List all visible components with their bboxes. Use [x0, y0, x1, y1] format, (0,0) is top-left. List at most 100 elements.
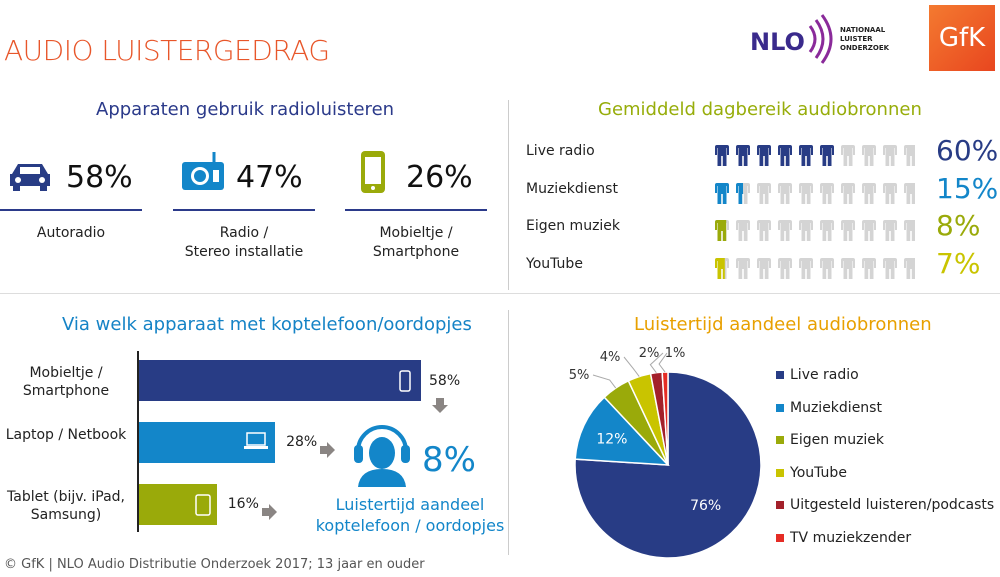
person-icon — [820, 175, 834, 204]
bar-category-label: Laptop / Netbook — [5, 427, 127, 443]
person-icon — [715, 213, 729, 241]
bar-axis — [137, 351, 139, 532]
svg-text:NATIONAAL: NATIONAAL — [840, 26, 886, 34]
person-icon — [904, 138, 915, 166]
person-icon — [715, 250, 729, 279]
pie-chart-title: Luistertijd aandeel audiobronnen — [634, 314, 932, 335]
legend-item: Eigen muziek — [776, 432, 884, 448]
svg-text:NLO: NLO — [750, 28, 805, 56]
people-icons — [715, 175, 915, 204]
car-radio-value: 58% — [66, 160, 133, 195]
reach-label: Live radio — [526, 143, 595, 159]
pie-value-label: 12% — [596, 432, 627, 448]
person-icon — [862, 250, 876, 279]
reach-label: Eigen muziek — [526, 218, 621, 234]
person-icon — [841, 175, 855, 204]
person-icon — [778, 250, 792, 279]
pie-value-label: 2% — [639, 346, 660, 361]
smartphone-icon — [399, 370, 411, 396]
pie-value-label: 1% — [665, 346, 686, 361]
bar-category-label: Mobieltje / Smartphone — [22, 365, 110, 399]
person-icon — [841, 250, 855, 279]
bar — [139, 360, 421, 401]
person-icon — [778, 175, 792, 204]
bar-category-label: Tablet (bijv. iPad, Samsung) — [7, 489, 125, 523]
bar — [139, 422, 276, 463]
leader-line — [649, 352, 664, 374]
person-icon — [883, 175, 897, 204]
arrow-icon — [320, 442, 335, 458]
person-icon — [757, 250, 771, 279]
person-icon — [799, 138, 813, 166]
reach-label: Muziekdienst — [526, 180, 618, 197]
person-icon — [757, 213, 771, 241]
person-icon — [883, 250, 897, 279]
leader-line — [658, 352, 668, 373]
legend-item: TV muziekzender — [776, 530, 911, 546]
legend-swatch — [776, 501, 784, 509]
bar-value-label: 58% — [429, 373, 461, 389]
person-icon — [799, 213, 813, 241]
person-icon — [778, 213, 792, 241]
person-icon — [715, 175, 729, 204]
person-icon — [841, 213, 855, 241]
pie-chart: 76% 12% 5% 4% 2% 1% — [569, 346, 762, 559]
person-icon — [736, 250, 750, 279]
person-icon — [862, 175, 876, 204]
person-icon — [757, 138, 771, 166]
headphone-user-icon — [352, 425, 412, 491]
bar-value-label: 28% — [286, 434, 318, 450]
radio-label: Radio / Stereo installatie — [184, 225, 304, 260]
radio-value: 47% — [236, 160, 303, 195]
legend-item: Muziekdienst — [776, 400, 882, 416]
leader-line — [592, 374, 617, 389]
headphone-caption: Luistertijd aandeel koptelefoon / oordopj… — [315, 495, 505, 535]
person-icon — [862, 138, 876, 166]
person-icon — [799, 175, 813, 204]
pie-value-label: 4% — [600, 350, 621, 365]
car-radio-label: Autoradio — [36, 225, 106, 241]
person-icon — [904, 250, 915, 279]
person-icon — [883, 213, 897, 241]
legend-swatch — [776, 468, 784, 477]
bar — [139, 484, 217, 525]
arrow-icon — [432, 398, 448, 413]
pie-value-label: 5% — [569, 368, 590, 383]
reach-value: 60% — [936, 134, 999, 167]
person-icon — [736, 213, 750, 241]
person-icon — [715, 138, 729, 166]
legend-item: YouTube — [776, 465, 847, 481]
people-icons — [715, 138, 915, 166]
person-icon — [862, 213, 876, 241]
nlo-logo: NLO NATIONAAL LUISTER ONDERZOEK — [750, 14, 900, 64]
page-title: AUDIO LUISTERGEDRAG — [4, 34, 330, 67]
person-icon — [820, 138, 834, 166]
person-icon — [736, 175, 750, 204]
legend-item: Live radio — [776, 367, 859, 383]
person-icon — [904, 213, 915, 241]
people-icons — [715, 213, 915, 241]
person-icon — [841, 138, 855, 166]
pie-slice — [574, 371, 762, 559]
person-icon — [778, 138, 792, 166]
person-icon — [799, 250, 813, 279]
reach-value: 8% — [936, 209, 981, 242]
smartphone-value: 26% — [406, 160, 473, 195]
person-icon — [820, 250, 834, 279]
reach-value: 15% — [936, 171, 999, 205]
legend-item: Uitgesteld luisteren/podcasts — [776, 497, 994, 513]
bar-chart-title: Via welk apparaat met koptelefoon/oordop… — [62, 314, 472, 335]
devices-title: Apparaten gebruik radioluisteren — [96, 99, 395, 120]
radio-icon — [180, 150, 226, 196]
legend-swatch — [776, 371, 784, 379]
pie-value-label: 76% — [690, 498, 721, 514]
arrow-icon — [262, 504, 277, 520]
person-icon — [883, 138, 897, 166]
leader-line — [623, 356, 640, 377]
reach-title: Gemiddeld dagbereik audiobronnen — [598, 99, 922, 120]
person-icon — [736, 138, 750, 166]
person-icon — [820, 213, 834, 241]
gfk-logo: GfK — [929, 5, 995, 71]
pie-slice — [574, 396, 670, 466]
